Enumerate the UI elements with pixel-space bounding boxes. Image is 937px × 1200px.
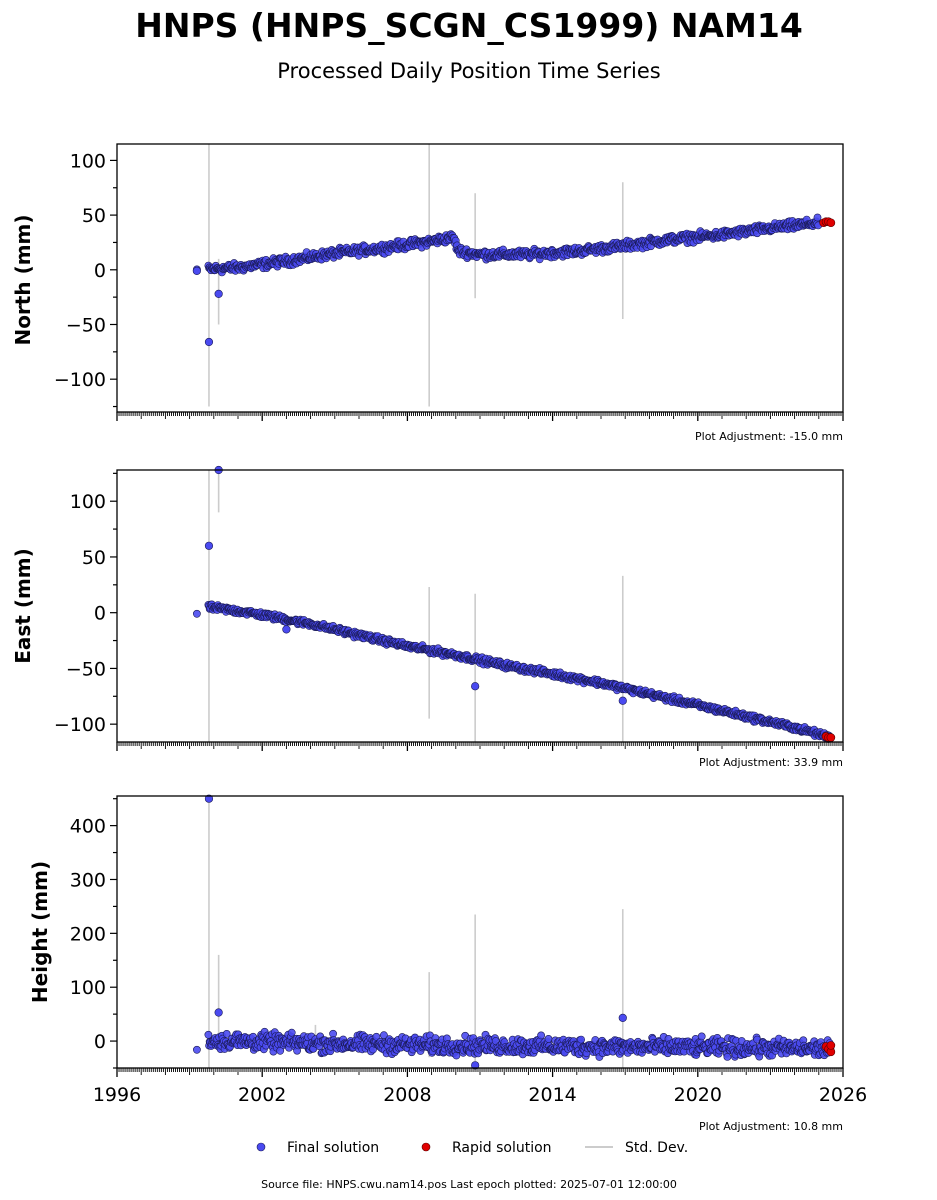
y-tick-label: 300	[70, 869, 106, 891]
outlier-point	[214, 289, 223, 298]
chart-title: HNPS (HNPS_SCGN_CS1999) NAM14	[135, 6, 803, 45]
y-tick-label: −50	[66, 658, 106, 680]
rapid-point	[826, 1041, 836, 1050]
y-tick-label: −50	[66, 314, 106, 336]
legend-final-label: Final solution	[287, 1140, 379, 1156]
y-tick-label: 400	[70, 816, 106, 838]
legend-rapid-label: Rapid solution	[452, 1140, 552, 1156]
height-panel: 400 300 200 100 0 1996 2002 2008 2014 2020 2026 He…	[28, 794, 867, 1133]
x-tick-label: 2020	[674, 1084, 722, 1106]
final-point	[723, 1053, 732, 1061]
height-axes: 400 300 200 100 0 1996 2002 2008 2014 2020 2026	[70, 795, 867, 1106]
height-stddev-bars	[208, 798, 624, 1068]
outlier-point	[214, 1008, 223, 1017]
final-point	[192, 609, 201, 618]
y-tick-label: −100	[54, 714, 106, 736]
chart-subtitle: Processed Daily Position Time Series	[277, 59, 661, 83]
outlier-point	[192, 266, 201, 275]
outlier-point	[471, 1061, 480, 1070]
north-plot-adjustment: Plot Adjustment: -15.0 mm	[695, 430, 843, 443]
north-points	[192, 213, 836, 347]
legend-final-marker	[256, 1142, 266, 1152]
east-axes: 100 50 0 −50 −100	[54, 469, 844, 751]
y-tick-label: 50	[82, 547, 106, 569]
north-y-label: North (mm)	[11, 214, 35, 345]
legend-rapid-marker	[421, 1142, 431, 1152]
legend-std-label: Std. Dev.	[625, 1140, 688, 1156]
height-y-label: Height (mm)	[28, 861, 52, 1003]
y-tick-label: 100	[70, 150, 106, 172]
outlier-point	[204, 794, 214, 803]
rapid-point	[826, 218, 836, 228]
final-point	[577, 1035, 585, 1044]
final-point	[544, 1035, 553, 1043]
y-tick-label: 200	[70, 923, 106, 945]
outlier-point	[204, 337, 214, 347]
x-tick-label: 1996	[93, 1084, 141, 1106]
east-panel: 100 50 0 −50 −100 East (mm) Plot Adjustment:…	[11, 465, 844, 769]
east-y-label: East (mm)	[11, 548, 35, 664]
final-point	[287, 1028, 296, 1037]
final-point	[222, 1030, 231, 1038]
final-point	[192, 1045, 201, 1054]
outlier-point	[204, 541, 214, 550]
final-point	[372, 1032, 381, 1041]
height-points	[192, 794, 836, 1070]
outlier-point	[618, 696, 627, 705]
outlier-point	[471, 682, 480, 691]
outlier-point	[282, 625, 291, 634]
x-tick-label: 2014	[528, 1084, 576, 1106]
east-points	[192, 465, 836, 743]
source-footer: Source file: HNPS.cwu.nam14.pos Last epo…	[261, 1178, 677, 1191]
height-plot-adjustment: Plot Adjustment: 10.8 mm	[699, 1120, 843, 1133]
y-tick-label: 100	[70, 977, 106, 999]
legend: Final solution Rapid solution Std. Dev.	[256, 1140, 688, 1156]
x-tick-label: 2002	[238, 1084, 286, 1106]
y-tick-label: 0	[94, 260, 106, 282]
y-tick-label: 0	[94, 1031, 106, 1053]
y-tick-label: 50	[82, 205, 106, 227]
north-axes: 100 50 0 −50 −100	[54, 143, 844, 421]
rapid-point	[826, 733, 836, 742]
east-stddev-bars	[208, 470, 624, 742]
plot-frame	[116, 143, 844, 413]
east-plot-adjustment: Plot Adjustment: 33.9 mm	[699, 756, 843, 769]
outlier-point	[618, 1013, 627, 1023]
y-tick-label: 0	[94, 603, 106, 625]
x-tick-label: 2026	[819, 1084, 867, 1106]
north-panel: 100 50 0 −50 −100 North (mm) Plot Adjustment…	[11, 143, 844, 443]
final-point	[813, 213, 822, 222]
north-stddev-bars	[208, 144, 624, 407]
x-tick-label: 2008	[383, 1084, 431, 1106]
final-point	[537, 1031, 545, 1040]
plot-frame	[116, 795, 844, 1069]
y-tick-label: 100	[70, 491, 106, 513]
final-point	[697, 1032, 706, 1041]
y-tick-label: −100	[54, 369, 106, 391]
final-point	[329, 1029, 337, 1038]
